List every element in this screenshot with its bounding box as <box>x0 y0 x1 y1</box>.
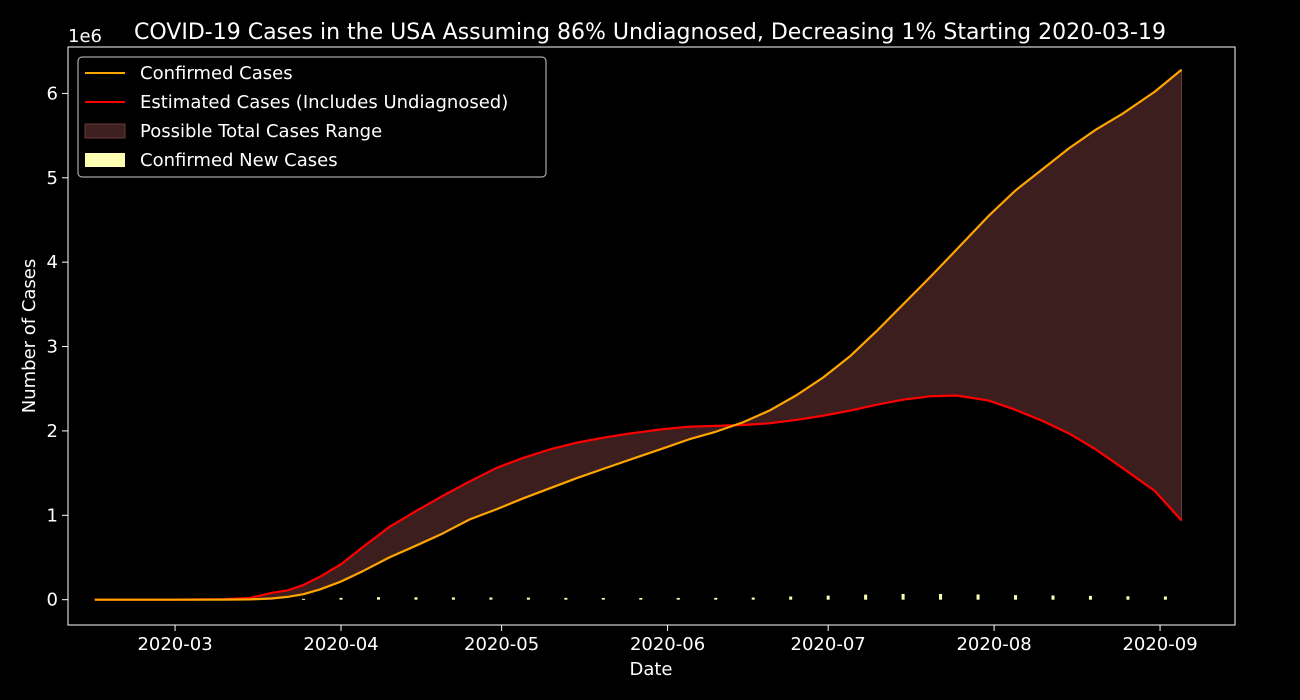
legend-confirmed-label: Confirmed Cases <box>140 63 293 84</box>
new-cases-bar-4 <box>451 597 455 600</box>
y-tick-label-0: 0 <box>47 590 58 611</box>
new-cases-bar-10 <box>676 597 680 600</box>
new-cases-bar-15 <box>864 594 868 600</box>
y-offset-label: 1e6 <box>68 26 102 47</box>
new-cases-bar-17 <box>939 593 943 600</box>
x-tick-label-0: 2020-03 <box>137 634 212 655</box>
legend-range-label: Possible Total Cases Range <box>140 121 382 142</box>
new-cases-bar-11 <box>714 597 718 600</box>
plot-frame <box>67 46 1236 626</box>
x-axis-label: Date <box>629 659 672 680</box>
new-cases-bar-21 <box>1088 595 1092 600</box>
confirmed-cases-line <box>94 68 1183 601</box>
x-tick-label-3: 2020-06 <box>630 634 705 655</box>
new-cases-bar-16 <box>901 593 905 600</box>
new-cases-bar-8 <box>601 597 605 600</box>
new-cases-bar-9 <box>639 598 643 600</box>
legend-new-cases-swatch <box>85 153 125 167</box>
legend-box <box>77 56 547 178</box>
new-cases-bar-5 <box>489 597 493 600</box>
x-tick-label-2: 2020-05 <box>464 634 539 655</box>
y-tick-label-5: 5 <box>47 168 58 189</box>
new-cases-bar-18 <box>976 594 980 600</box>
chart-title: COVID-19 Cases in the USA Assuming 86% U… <box>134 20 1166 45</box>
y-tick-label-3: 3 <box>47 337 58 358</box>
x-tick-label-6: 2020-09 <box>1122 634 1197 655</box>
new-cases-bar-1 <box>339 597 343 600</box>
legend-estimated-label: Estimated Cases (Includes Undiagnosed) <box>140 92 508 113</box>
new-cases-bar-3 <box>414 597 418 600</box>
new-cases-bar-6 <box>526 597 530 600</box>
y-tick-label-2: 2 <box>47 421 58 442</box>
estimated-cases-line <box>94 394 1183 601</box>
new-cases-bar-12 <box>751 597 755 600</box>
new-cases-bar-20 <box>1051 595 1055 600</box>
y-tick-label-6: 6 <box>47 83 58 104</box>
x-tick-label-5: 2020-08 <box>956 634 1031 655</box>
tick-layer: 0 1 2 3 4 5 6 2020-03 2020-04 2020-05 2020-06 2020-… <box>47 83 1198 655</box>
y-tick-label-4: 4 <box>47 252 58 273</box>
y-tick-label-1: 1 <box>47 505 58 526</box>
new-cases-bar-23 <box>1163 596 1167 600</box>
new-cases-bar-0 <box>302 598 306 600</box>
new-cases-bar-19 <box>1014 595 1018 600</box>
new-cases-bar-7 <box>564 597 568 600</box>
legend-range-swatch <box>84 123 126 139</box>
legend-new-cases-label: Confirmed New Cases <box>140 150 338 171</box>
x-tick-label-1: 2020-04 <box>303 634 378 655</box>
x-tick-label-4: 2020-07 <box>791 634 866 655</box>
plot-layer <box>94 68 1183 601</box>
y-axis-label: Number of Cases <box>19 259 40 414</box>
new-cases-bar-13 <box>789 596 793 600</box>
new-cases-bar-14 <box>826 595 830 600</box>
legend: Confirmed Cases Estimated Cases (Include… <box>77 56 547 178</box>
new-cases-bar-2 <box>376 597 380 600</box>
new-cases-bar-22 <box>1126 596 1130 600</box>
